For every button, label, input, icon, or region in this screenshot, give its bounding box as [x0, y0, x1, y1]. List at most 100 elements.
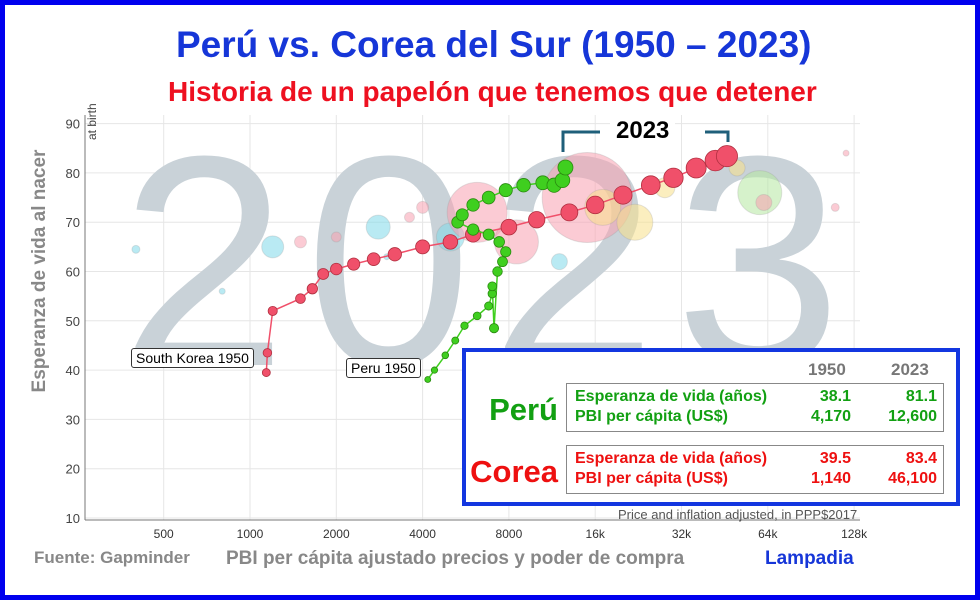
year-marker: 2023 — [610, 117, 676, 145]
x-axis-label: PBI per cápita ajustado precios y poder … — [226, 548, 685, 569]
data-point — [267, 305, 278, 316]
country-bubble — [755, 193, 773, 211]
country-peru: Perú — [489, 392, 558, 427]
data-point — [330, 262, 343, 276]
data-point — [492, 266, 503, 277]
data-point — [387, 247, 402, 262]
x-tick-label: 4000 — [409, 527, 436, 541]
brand-logo: Lampadia — [765, 548, 854, 569]
data-point — [557, 159, 574, 176]
country-bubble — [550, 253, 568, 271]
data-point — [455, 208, 469, 222]
x-tick-label: 128k — [841, 527, 868, 541]
data-point — [347, 257, 361, 271]
country-bubble — [131, 244, 141, 254]
y-tick-label: 40 — [66, 363, 80, 378]
col-1950: 1950 — [808, 360, 846, 379]
y-tick-label: 60 — [66, 265, 80, 280]
data-point — [489, 323, 500, 334]
country-bubble — [616, 203, 654, 241]
data-point — [586, 195, 605, 215]
data-point — [487, 281, 498, 292]
data-point — [262, 348, 273, 358]
data-point — [442, 234, 459, 250]
data-point — [554, 172, 571, 189]
y-axis-sublabel: at birth — [85, 103, 99, 140]
data-point — [500, 246, 512, 258]
x-tick-label: 500 — [154, 527, 174, 541]
x-tick-label: 32k — [672, 527, 692, 541]
data-point — [460, 321, 469, 330]
country-bubble — [365, 214, 391, 240]
data-point — [498, 183, 513, 198]
data-point — [715, 145, 738, 168]
data-point — [663, 167, 684, 188]
data-point — [640, 175, 661, 196]
country-bubble — [218, 287, 226, 295]
data-point — [415, 239, 431, 255]
data-point — [261, 368, 271, 377]
y-tick-label: 90 — [66, 117, 80, 132]
data-point — [366, 252, 381, 266]
corea-gdp-row: PBI per cápita (US$) 1,140 46,100 — [575, 470, 937, 488]
data-point — [451, 336, 460, 345]
y-tick-label: 50 — [66, 314, 80, 329]
korea-1950-label: South Korea 1950 — [131, 348, 254, 368]
country-corea: Corea — [470, 454, 558, 489]
corea-life-row: Esperanza de vida (años) 39.5 83.4 — [575, 450, 937, 468]
data-point — [500, 218, 518, 236]
x-tick-label: 2000 — [323, 527, 350, 541]
value-1950: 38.1 — [819, 388, 851, 405]
data-point — [497, 256, 508, 268]
value-2023: 81.1 — [905, 388, 937, 405]
row-label: PBI per cápita (US$) — [575, 470, 728, 487]
data-point — [481, 190, 496, 205]
value-1950: 4,170 — [810, 408, 851, 425]
country-bubble — [842, 149, 850, 157]
y-tick-label: 80 — [66, 166, 80, 181]
data-point — [295, 293, 306, 304]
data-point — [424, 376, 432, 383]
country-bubble — [261, 235, 285, 259]
x-axis-note: Price and inflation adjusted, in PPP$201… — [618, 507, 858, 522]
peru-life-row: Esperanza de vida (años) 38.1 81.1 — [575, 388, 937, 406]
peru-gdp-row: PBI per cápita (US$) 4,170 12,600 — [575, 408, 937, 426]
x-tick-label: 1000 — [237, 527, 264, 541]
y-tick-label: 30 — [66, 412, 80, 427]
page-subtitle: Historia de un papelón que tenemos que d… — [168, 76, 817, 107]
data-point — [516, 178, 531, 193]
data-point — [430, 366, 439, 374]
data-point — [613, 185, 633, 205]
data-point — [472, 311, 482, 321]
row-label: PBI per cápita (US$) — [575, 408, 728, 425]
value-1950: 1,140 — [810, 470, 851, 487]
data-point — [685, 157, 707, 179]
comparison-table: 1950 2023 Perú Esperanza de vida (años) 3… — [462, 348, 960, 506]
data-point — [441, 351, 450, 360]
data-point — [306, 283, 318, 295]
row-label: Esperanza de vida (años) — [575, 450, 768, 467]
data-point — [482, 228, 495, 241]
y-tick-label: 20 — [66, 462, 80, 477]
country-bubble — [830, 202, 840, 212]
value-2023: 12,600 — [888, 408, 937, 425]
data-point — [484, 301, 494, 311]
data-point — [528, 211, 546, 229]
data-point — [493, 236, 505, 248]
y-tick-label: 70 — [66, 215, 80, 230]
x-tick-label: 64k — [758, 527, 778, 541]
y-tick-label: 10 — [66, 511, 80, 526]
data-point — [466, 198, 480, 212]
corea-box: Esperanza de vida (años) 39.5 83.4 PBI per… — [566, 445, 944, 494]
peru-1950-label: Peru 1950 — [346, 358, 421, 378]
col-2023: 2023 — [891, 360, 929, 379]
x-tick-label: 16k — [586, 527, 606, 541]
country-bubble — [330, 231, 342, 243]
peru-box: Esperanza de vida (años) 38.1 81.1 PBI per… — [566, 383, 944, 432]
country-bubble — [293, 235, 307, 249]
page-title: Perú vs. Corea del Sur (1950 – 2023) — [176, 24, 812, 65]
x-tick-label: 8000 — [496, 527, 523, 541]
row-label: Esperanza de vida (años) — [575, 388, 768, 405]
country-bubble — [416, 200, 430, 214]
data-point — [317, 268, 330, 280]
